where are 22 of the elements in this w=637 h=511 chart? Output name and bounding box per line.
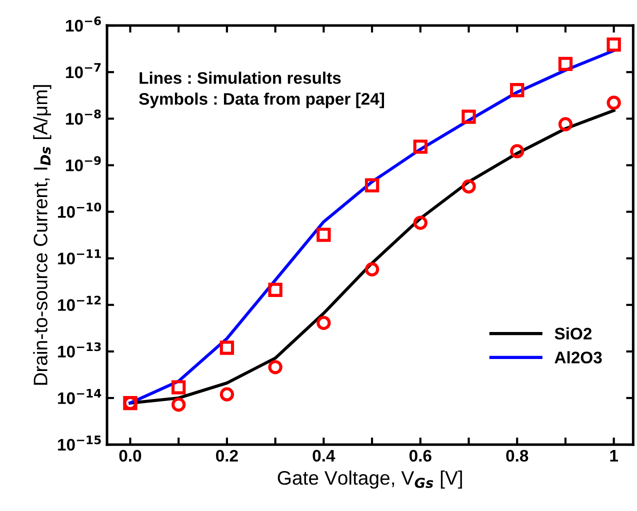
y-tick-label: 10$^{−15}$ bbox=[58, 436, 101, 451]
x-tick-label: 0.6 bbox=[409, 450, 432, 462]
y-tick-label: 10$^{−7}$ bbox=[66, 63, 101, 78]
x-tick-label: 0.2 bbox=[216, 450, 238, 462]
y-tick-label: 10$^{−9}$ bbox=[66, 156, 101, 172]
y-tick-label: 10$^{−12}$ bbox=[58, 296, 101, 311]
x-tick-label: 0.0 bbox=[119, 450, 142, 462]
legend-label: Al2O3 bbox=[554, 351, 602, 364]
x-tick-label: 1 bbox=[610, 450, 618, 462]
x-tick-label: 0.4 bbox=[312, 450, 336, 462]
y-tick-label: 10$^{−8}$ bbox=[66, 110, 101, 125]
y-tick-label: 10$^{−6}$ bbox=[66, 16, 101, 32]
y-axis-title: Drain-to-source Current, I$_{Ds}$ [A/μm] bbox=[33, 85, 52, 385]
annotation: Symbols : Data from paper [24] bbox=[139, 92, 384, 108]
y-tick-label: 10$^{−13}$ bbox=[58, 342, 101, 358]
y-tick-label: 10$^{−14}$ bbox=[58, 389, 102, 404]
y-tick-label: 10$^{−11}$ bbox=[58, 249, 101, 264]
legend-label: SiO2 bbox=[554, 327, 592, 340]
x-tick-label: 0.8 bbox=[506, 450, 528, 462]
annotation: Lines : Simulation results bbox=[140, 72, 341, 84]
x-axis-title: Gate Voltage, V$_{Gs}$ [V] bbox=[278, 470, 462, 489]
y-tick-label: 10$^{−10}$ bbox=[58, 202, 102, 218]
